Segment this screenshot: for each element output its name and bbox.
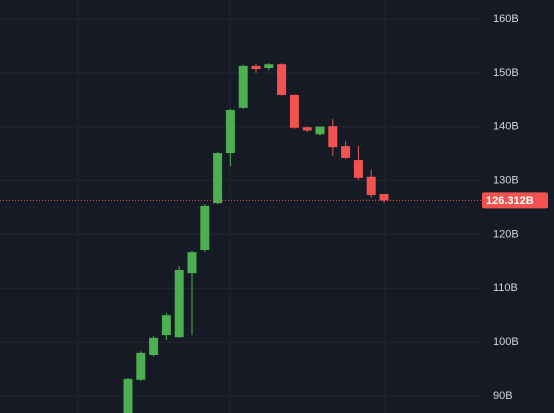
- y-tick-label: 160B: [493, 13, 519, 25]
- candle-body: [366, 176, 376, 196]
- candle-body: [123, 378, 133, 413]
- candle-body: [200, 205, 210, 251]
- current-price-label: 126.312B: [486, 195, 534, 207]
- candle-body: [341, 146, 351, 158]
- candle-body: [136, 352, 146, 380]
- candle-body: [328, 126, 338, 148]
- candle-body: [149, 337, 159, 356]
- y-tick-label: 90B: [493, 390, 513, 402]
- candle-body: [174, 269, 184, 338]
- candle-body: [379, 194, 389, 201]
- plot-area: [0, 18, 482, 413]
- candle-body: [277, 64, 287, 95]
- candle-body: [161, 315, 171, 336]
- candle-body: [289, 94, 299, 128]
- candle-body: [315, 126, 325, 135]
- y-tick-label: 150B: [493, 67, 519, 79]
- y-tick-label: 100B: [493, 336, 519, 348]
- y-tick-label: 140B: [493, 121, 519, 133]
- candle-body: [225, 110, 235, 154]
- candle-body: [251, 65, 261, 70]
- candle-body: [213, 153, 223, 204]
- candle-body: [353, 160, 363, 178]
- y-tick-label: 110B: [493, 282, 518, 294]
- y-tick-label: 130B: [493, 174, 519, 186]
- y-tick-label: 120B: [493, 228, 519, 240]
- candle-body: [187, 252, 197, 274]
- candle-body: [264, 64, 274, 69]
- candle-body: [238, 65, 248, 108]
- candle-body: [302, 127, 312, 131]
- current-price-tag: [482, 192, 548, 209]
